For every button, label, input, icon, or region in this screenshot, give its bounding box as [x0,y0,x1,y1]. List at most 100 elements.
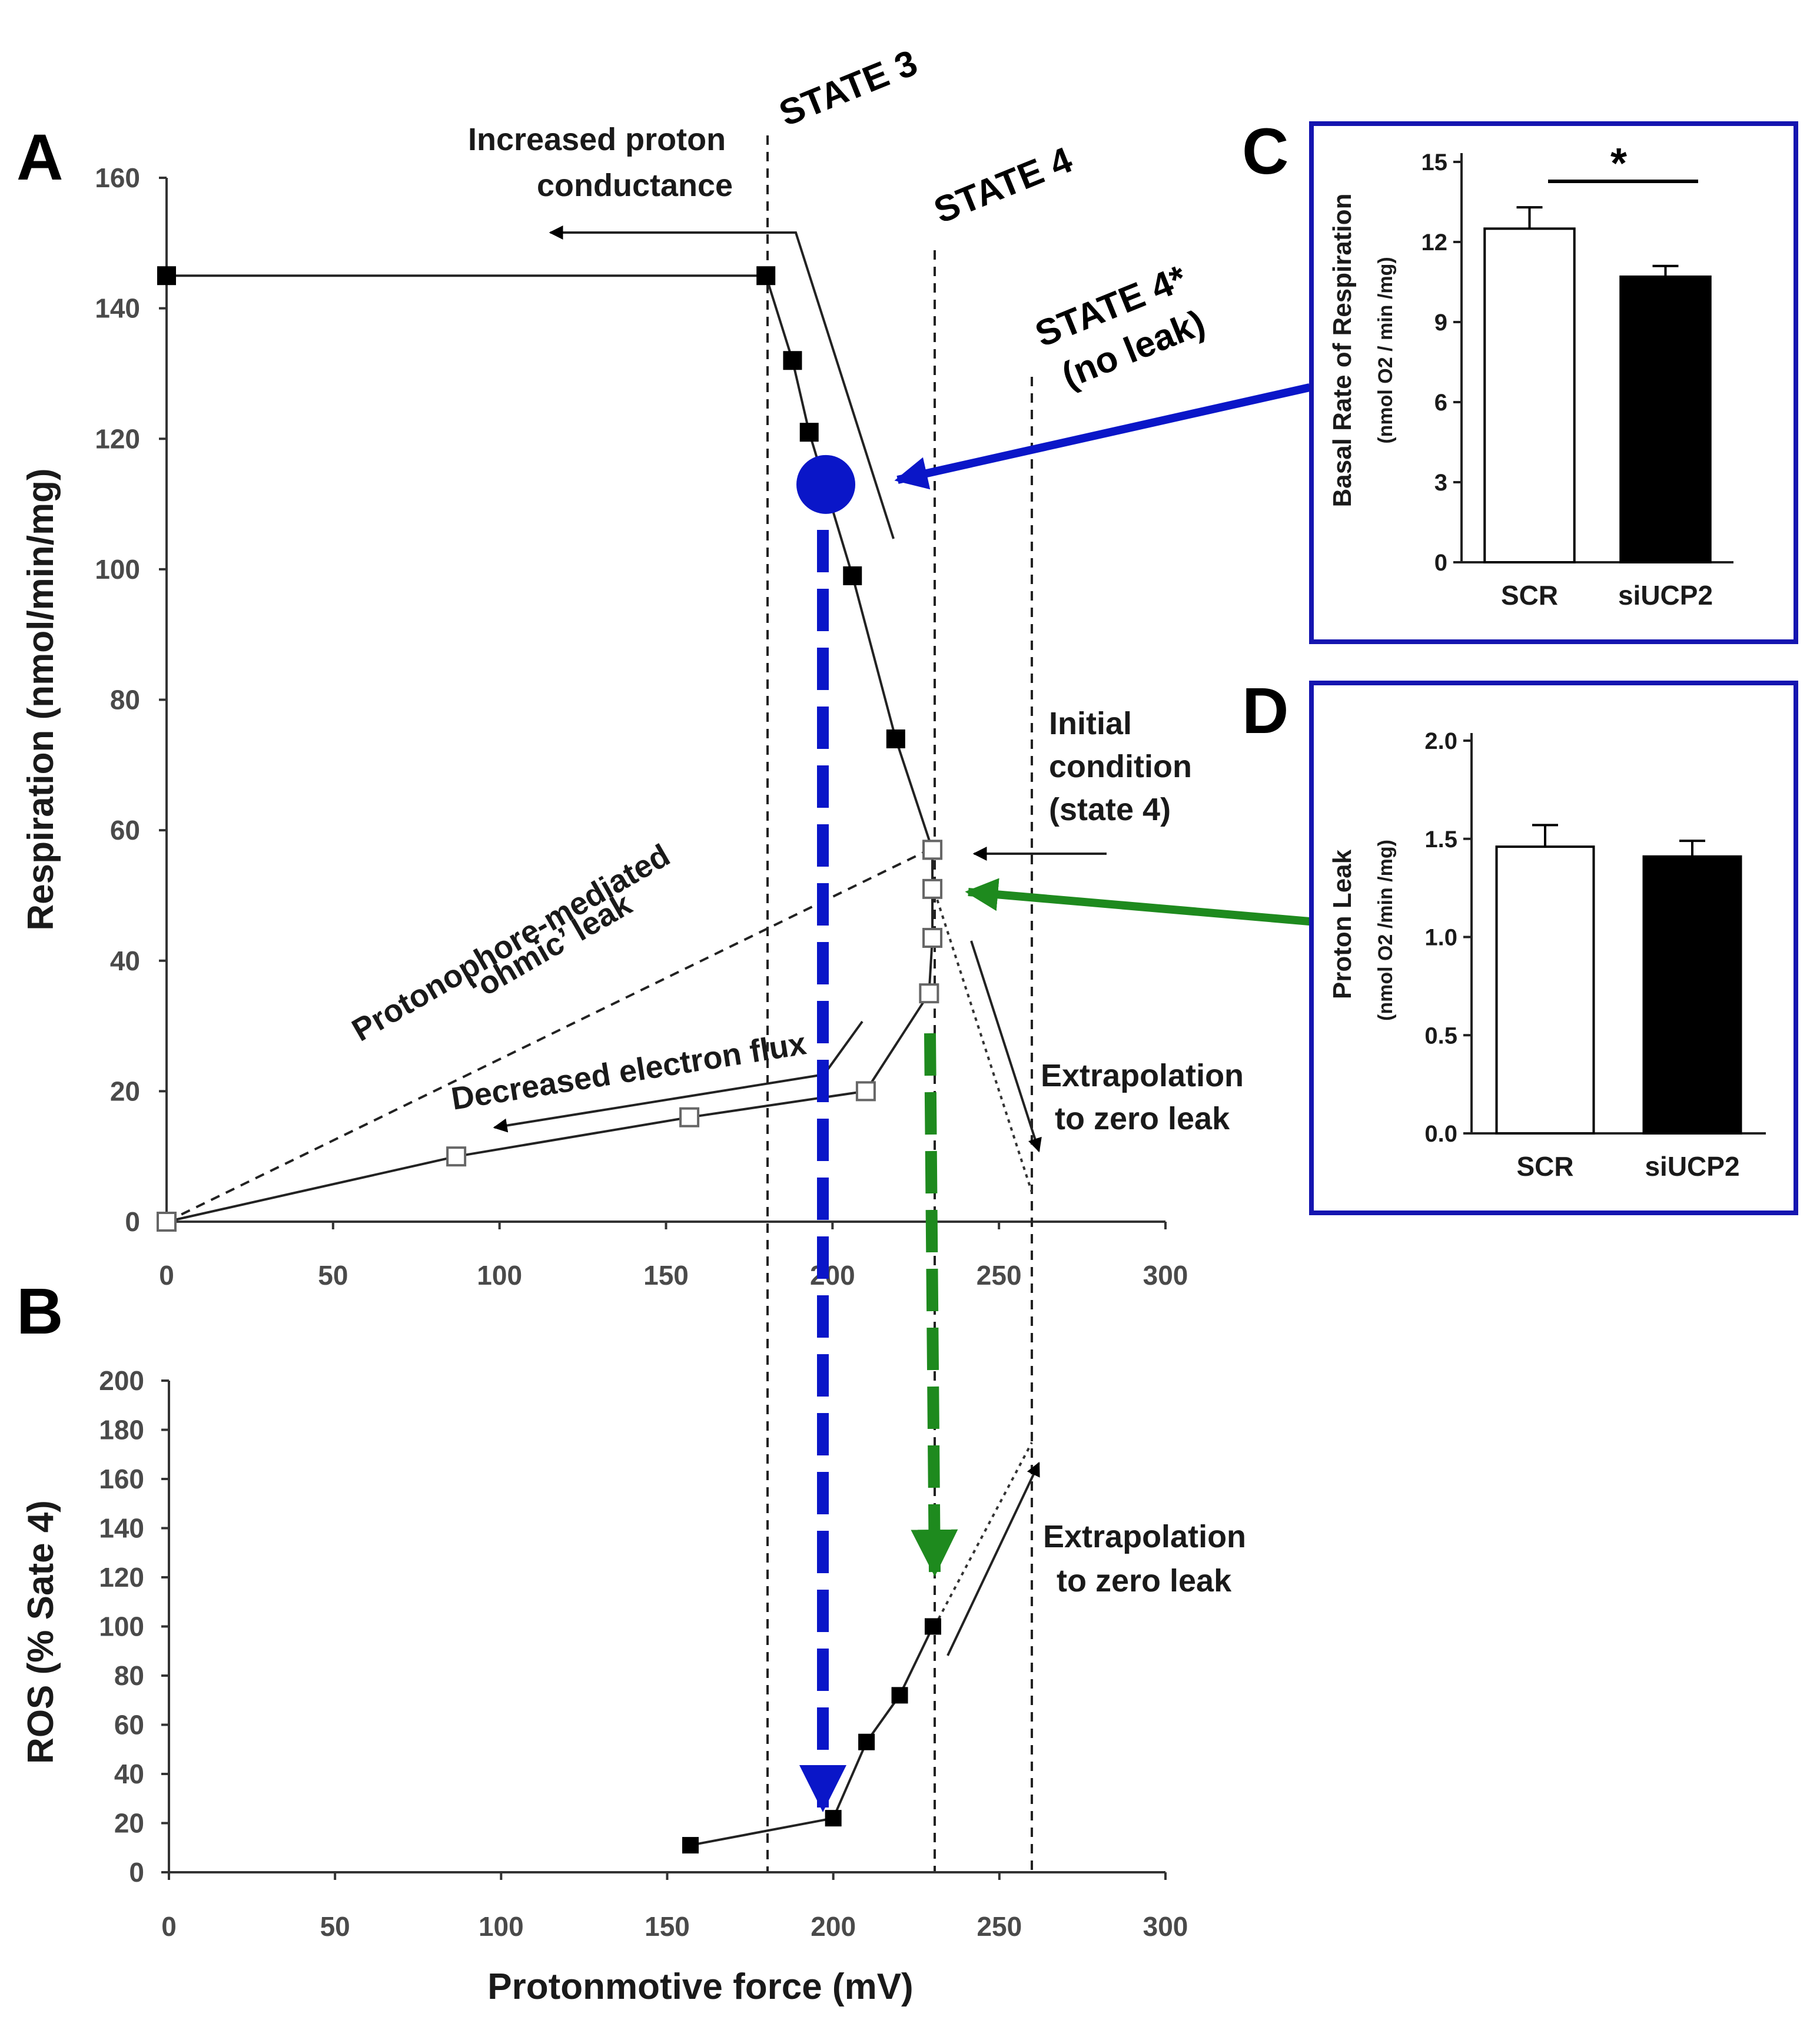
increased-conductance-text-1: Increased proton [468,122,726,157]
inset-y-tick-label: 0 [1434,550,1447,576]
y-tick-label-a: 100 [95,554,140,585]
increased-conductance-arrow [549,225,895,539]
x-tick-label-b: 50 [320,1911,350,1942]
panel-a-letter: A [16,121,63,194]
initial-condition-text-1: Initial [1049,706,1132,741]
y-tick-label-b: 40 [114,1759,144,1789]
panel-b-x-title: Protonmotive force (mV) [487,1966,913,2007]
panel-c-y-unit: (nmol O2 / min /mg) [1374,257,1397,443]
filled-square-point [756,266,776,286]
open-square-point [157,1212,177,1232]
y-tick-label-b: 60 [114,1710,144,1740]
y-tick-label-b: 80 [114,1660,144,1691]
inset-y-tick-label: 0.5 [1424,1023,1457,1049]
filled-square-point [924,1618,941,1635]
green-link-arrow [965,878,1310,926]
green-dashed-link-arrow [911,1033,958,1577]
y-tick-label-a: 20 [110,1076,140,1106]
x-tick-label-a: 50 [318,1260,348,1291]
y-tick-label-b: 0 [129,1857,144,1888]
open-square-point [919,983,939,1004]
extrapolation-arrow-b [946,1461,1040,1656]
category-label: SCR [1501,580,1558,611]
filled-square-point [825,1810,842,1827]
extrapolation-arrow-a [970,940,1042,1153]
panel-b: 0 20 40 60 80 100 120 140 160 180 200 0 50 100 150 200… [99,1365,1246,1942]
panel-d-y-title: Proton Leak [1328,849,1357,999]
filled-square-point [682,1837,699,1854]
filled-square-point [843,566,862,585]
significance-star: * [1610,140,1627,187]
filled-square-point [783,351,802,370]
extrapolation-dotted-a [934,891,1033,1193]
inset-y-tick-label: 6 [1434,390,1447,416]
panel-c-letter: C [1242,115,1288,188]
filled-square-point [891,1687,908,1704]
bar-siucp2 [1619,275,1712,563]
y-tick-label-a: 140 [95,293,140,324]
inset-y-tick-label: 3 [1434,470,1447,496]
bar-siucp2 [1642,855,1742,1135]
protonophore-text-1: Protonophore-mediated [346,837,676,1048]
series-line-b-0 [690,1626,934,1847]
initial-condition-text-2: condition [1049,749,1192,784]
open-square-point [679,1107,700,1127]
x-tick-label-a: 250 [977,1260,1022,1291]
x-tick-label-a: 100 [477,1260,522,1291]
category-label: siUCP2 [1645,1151,1739,1182]
inset-y-tick-label: 12 [1422,230,1448,256]
y-tick-label-b: 20 [114,1808,144,1839]
extrapolation-a-text-2: to zero leak [1055,1101,1230,1136]
open-square-point [855,1081,876,1102]
state4-label: STATE 4 [928,140,1078,231]
inset-y-tick-label: 1.0 [1424,925,1457,951]
x-tick-label-b: 0 [161,1911,177,1942]
x-tick-label-b: 200 [811,1911,856,1942]
y-tick-label-b: 140 [99,1513,144,1544]
x-tick-label-a: 0 [159,1260,174,1291]
x-tick-label-b: 100 [479,1911,524,1942]
decreased-flux-text: Decreased electron flux [449,1026,808,1117]
category-label: siUCP2 [1618,580,1713,611]
inset-y-tick-label: 9 [1434,310,1447,336]
y-tick-label-a: 40 [110,946,140,976]
y-tick-label-b: 120 [99,1562,144,1593]
panel-b-y-title: ROS (% Sate 4) [21,1500,61,1764]
category-label: SCR [1516,1151,1573,1182]
panel-b-letter: B [16,1275,63,1348]
panel-d-letter: D [1242,675,1288,747]
bar-scr [1483,227,1576,564]
x-tick-label-b: 250 [977,1911,1022,1942]
state3-label: STATE 3 [773,42,923,134]
y-tick-label-b: 160 [99,1464,144,1494]
open-square-point [446,1146,467,1167]
inset-y-tick-label: 2.0 [1424,728,1457,754]
panel-a-y-title: Respiration (nmol/min/mg) [21,468,61,930]
y-tick-label-a: 0 [125,1206,140,1237]
initial-condition-text-3: (state 4) [1049,792,1171,827]
panel-c-y-title: Basal Rate of Respiration [1328,193,1357,507]
ohmic-leak-line [166,847,934,1223]
panel-d-inset: 0.0 0.5 1.0 1.5 2.0 SCR siUCP2 Proton Leak (n… [1309,681,1798,1215]
inset-y-tick-label: 15 [1422,150,1448,175]
y-tick-label-b: 100 [99,1611,144,1642]
filled-square-point [799,423,819,442]
filled-square-point [157,266,176,286]
bar-scr [1495,845,1595,1135]
inset-y-tick-label: 1.5 [1424,827,1457,853]
extrapolation-b-text-1: Extrapolation [1043,1519,1246,1554]
extrapolation-dotted-b [934,1442,1033,1627]
y-tick-label-a: 160 [95,162,140,193]
extrapolation-a-text-1: Extrapolation [1041,1058,1244,1093]
y-tick-label-a: 60 [110,815,140,845]
y-tick-label-a: 80 [110,685,140,715]
increased-conductance-text-2: conductance [537,168,733,203]
open-square-point [922,927,943,948]
open-square-point [922,878,943,899]
blue-link-arrow [894,383,1311,490]
filled-square-point [858,1733,875,1750]
x-tick-label-a: 150 [643,1260,689,1291]
panel-c-inset: 0 3 6 9 12 15 SCR siUCP2 * Basal Rate of Respi… [1309,121,1798,644]
x-tick-label-a: 300 [1143,1260,1188,1291]
